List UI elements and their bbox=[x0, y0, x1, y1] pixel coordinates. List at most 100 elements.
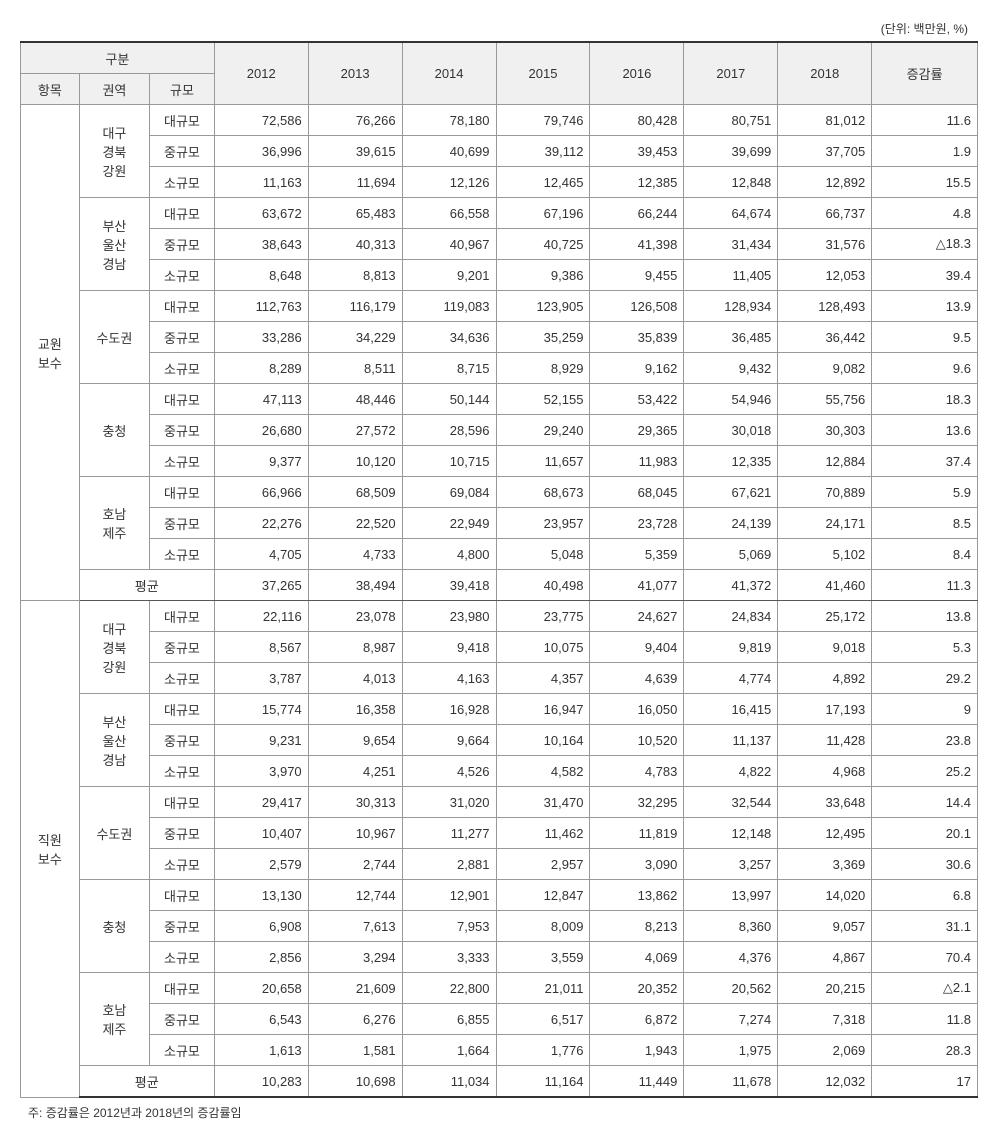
value-cell: 3,294 bbox=[308, 942, 402, 973]
value-cell: 20,658 bbox=[214, 973, 308, 1004]
rate-cell: 13.6 bbox=[872, 415, 978, 446]
value-cell: 12,053 bbox=[778, 260, 872, 291]
rate-cell: 14.4 bbox=[872, 787, 978, 818]
average-value-cell: 38,494 bbox=[308, 570, 402, 601]
header-year-6: 2018 bbox=[778, 42, 872, 105]
average-value-cell: 11,678 bbox=[684, 1066, 778, 1098]
value-cell: 4,639 bbox=[590, 663, 684, 694]
rate-cell: 11.6 bbox=[872, 105, 978, 136]
value-cell: 13,130 bbox=[214, 880, 308, 911]
value-cell: 6,855 bbox=[402, 1004, 496, 1035]
value-cell: 2,579 bbox=[214, 849, 308, 880]
scale-label: 중규모 bbox=[150, 322, 215, 353]
average-value-cell: 10,283 bbox=[214, 1066, 308, 1098]
value-cell: 12,892 bbox=[778, 167, 872, 198]
value-cell: 32,544 bbox=[684, 787, 778, 818]
value-cell: 40,699 bbox=[402, 136, 496, 167]
value-cell: 70,889 bbox=[778, 477, 872, 508]
value-cell: 5,102 bbox=[778, 539, 872, 570]
value-cell: 10,164 bbox=[496, 725, 590, 756]
value-cell: 7,318 bbox=[778, 1004, 872, 1035]
value-cell: 67,196 bbox=[496, 198, 590, 229]
scale-label: 중규모 bbox=[150, 1004, 215, 1035]
value-cell: 6,908 bbox=[214, 911, 308, 942]
value-cell: 15,774 bbox=[214, 694, 308, 725]
value-cell: 21,609 bbox=[308, 973, 402, 1004]
value-cell: 10,967 bbox=[308, 818, 402, 849]
scale-label: 중규모 bbox=[150, 818, 215, 849]
value-cell: 55,756 bbox=[778, 384, 872, 415]
value-cell: 5,359 bbox=[590, 539, 684, 570]
value-cell: 30,303 bbox=[778, 415, 872, 446]
value-cell: 11,462 bbox=[496, 818, 590, 849]
value-cell: 14,020 bbox=[778, 880, 872, 911]
value-cell: 39,453 bbox=[590, 136, 684, 167]
value-cell: 6,517 bbox=[496, 1004, 590, 1035]
scale-label: 중규모 bbox=[150, 632, 215, 663]
value-cell: 12,901 bbox=[402, 880, 496, 911]
value-cell: 6,276 bbox=[308, 1004, 402, 1035]
region-label: 수도권 bbox=[79, 787, 149, 880]
value-cell: 12,884 bbox=[778, 446, 872, 477]
value-cell: 9,377 bbox=[214, 446, 308, 477]
average-rate-cell: 17 bbox=[872, 1066, 978, 1098]
value-cell: 9,432 bbox=[684, 353, 778, 384]
value-cell: 2,856 bbox=[214, 942, 308, 973]
scale-label: 대규모 bbox=[150, 694, 215, 725]
value-cell: 66,966 bbox=[214, 477, 308, 508]
value-cell: 3,369 bbox=[778, 849, 872, 880]
value-cell: 80,751 bbox=[684, 105, 778, 136]
scale-label: 중규모 bbox=[150, 911, 215, 942]
value-cell: 1,975 bbox=[684, 1035, 778, 1066]
value-cell: 3,559 bbox=[496, 942, 590, 973]
region-label: 호남제주 bbox=[79, 973, 149, 1066]
scale-label: 대규모 bbox=[150, 601, 215, 632]
average-value-cell: 41,460 bbox=[778, 570, 872, 601]
value-cell: 2,881 bbox=[402, 849, 496, 880]
value-cell: 4,013 bbox=[308, 663, 402, 694]
header-year-5: 2017 bbox=[684, 42, 778, 105]
value-cell: 66,244 bbox=[590, 198, 684, 229]
value-cell: 7,953 bbox=[402, 911, 496, 942]
average-value-cell: 40,498 bbox=[496, 570, 590, 601]
value-cell: 23,957 bbox=[496, 508, 590, 539]
value-cell: 20,215 bbox=[778, 973, 872, 1004]
value-cell: 4,705 bbox=[214, 539, 308, 570]
scale-label: 대규모 bbox=[150, 787, 215, 818]
region-label: 부산울산경남 bbox=[79, 198, 149, 291]
value-cell: 11,163 bbox=[214, 167, 308, 198]
value-cell: 4,376 bbox=[684, 942, 778, 973]
value-cell: 10,075 bbox=[496, 632, 590, 663]
value-cell: 8,715 bbox=[402, 353, 496, 384]
rate-cell: 31.1 bbox=[872, 911, 978, 942]
value-cell: 3,257 bbox=[684, 849, 778, 880]
value-cell: 25,172 bbox=[778, 601, 872, 632]
unit-label: (단위: 백만원, %) bbox=[20, 20, 978, 37]
average-value-cell: 12,032 bbox=[778, 1066, 872, 1098]
value-cell: 12,744 bbox=[308, 880, 402, 911]
value-cell: 8,289 bbox=[214, 353, 308, 384]
value-cell: 63,672 bbox=[214, 198, 308, 229]
region-label: 충청 bbox=[79, 384, 149, 477]
value-cell: 68,045 bbox=[590, 477, 684, 508]
value-cell: 23,775 bbox=[496, 601, 590, 632]
region-label: 대구경북강원 bbox=[79, 601, 149, 694]
value-cell: 12,385 bbox=[590, 167, 684, 198]
value-cell: 8,929 bbox=[496, 353, 590, 384]
value-cell: 4,800 bbox=[402, 539, 496, 570]
table-body: 교원보수대구경북강원대규모72,58676,26678,18079,74680,… bbox=[21, 105, 978, 1098]
rate-cell: 70.4 bbox=[872, 942, 978, 973]
average-value-cell: 39,418 bbox=[402, 570, 496, 601]
value-cell: 9,386 bbox=[496, 260, 590, 291]
value-cell: 80,428 bbox=[590, 105, 684, 136]
value-cell: 28,596 bbox=[402, 415, 496, 446]
value-cell: 22,800 bbox=[402, 973, 496, 1004]
value-cell: 33,648 bbox=[778, 787, 872, 818]
value-cell: 9,664 bbox=[402, 725, 496, 756]
value-cell: 22,276 bbox=[214, 508, 308, 539]
footnote: 주: 증감률은 2012년과 2018년의 증감률임 bbox=[20, 1104, 978, 1121]
value-cell: 4,774 bbox=[684, 663, 778, 694]
value-cell: 72,586 bbox=[214, 105, 308, 136]
region-label: 부산울산경남 bbox=[79, 694, 149, 787]
value-cell: 39,615 bbox=[308, 136, 402, 167]
